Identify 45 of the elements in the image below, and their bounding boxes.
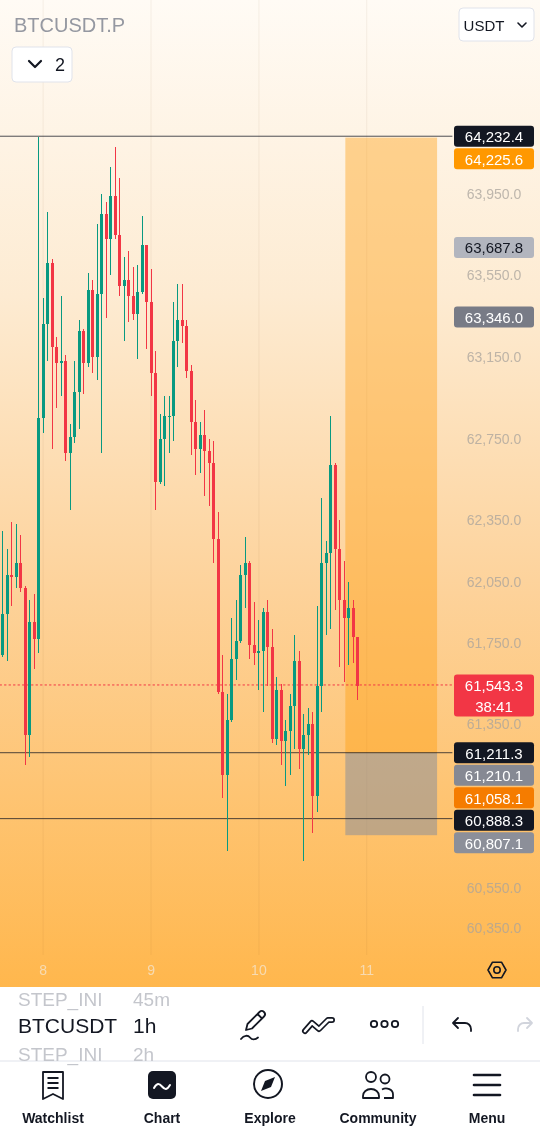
text: BTCUSDT <box>18 1013 118 1037</box>
candlestick <box>302 714 305 862</box>
ref-line-label: 61,543.3 38:41 <box>464 676 524 715</box>
annotation: 2 <box>54 55 66 75</box>
text: BTCUSDT.P <box>14 14 126 36</box>
text: 61,058.1 <box>464 789 524 807</box>
text: 45m <box>133 988 170 1010</box>
text: STEP_INI <box>18 1043 103 1066</box>
text: 63,346.0 <box>464 308 524 326</box>
text: Menu <box>468 1110 506 1126</box>
text: STEP_INI <box>18 988 103 1011</box>
x-tick-label: 10 <box>251 962 267 978</box>
band-label: 64,225.6 <box>464 150 524 168</box>
y-tick-label: 60,350.0 <box>466 920 522 937</box>
text: Watchlist <box>22 1110 85 1126</box>
y-tick-label: 63,150.0 <box>466 349 522 366</box>
text: Chart <box>143 1110 181 1126</box>
y-axis-title: USDT <box>463 16 505 34</box>
y-tick-label: 62,750.0 <box>466 430 522 447</box>
text: 61,210.1 <box>464 766 524 784</box>
y-tick-label: 60,550.0 <box>466 879 522 896</box>
text: Community <box>339 1110 417 1126</box>
x-tick-label: 11 <box>359 962 375 978</box>
y-tick-label: 61,350.0 <box>466 716 522 733</box>
x-tick-label: 8 <box>39 962 48 978</box>
candlestick <box>123 257 126 341</box>
y-tick-label: 61,750.0 <box>466 634 522 651</box>
candlestick <box>257 620 260 690</box>
y-tick-label: 62,350.0 <box>466 512 522 529</box>
ref-line-label: 60,888.3 <box>464 811 524 829</box>
candlestick <box>10 522 13 607</box>
text: 1h <box>133 1013 157 1037</box>
x-tick-label: 9 <box>147 962 156 978</box>
candlestick <box>181 283 184 343</box>
y-tick-label: 63,550.0 <box>466 267 522 284</box>
text: 2h <box>133 1043 155 1065</box>
candlestick <box>60 295 63 396</box>
candlestick <box>168 395 171 454</box>
ref-line-label: 61,211.3 <box>465 744 523 762</box>
text: 63,687.8 <box>464 238 524 256</box>
text: Explore <box>244 1110 296 1126</box>
y-tick-label: 63,950.0 <box>466 185 522 202</box>
band-label: 60,807.1 <box>464 834 524 852</box>
y-tick-label: 62,050.0 <box>466 573 522 590</box>
ref-line-label: 64,232.4 <box>464 127 524 145</box>
